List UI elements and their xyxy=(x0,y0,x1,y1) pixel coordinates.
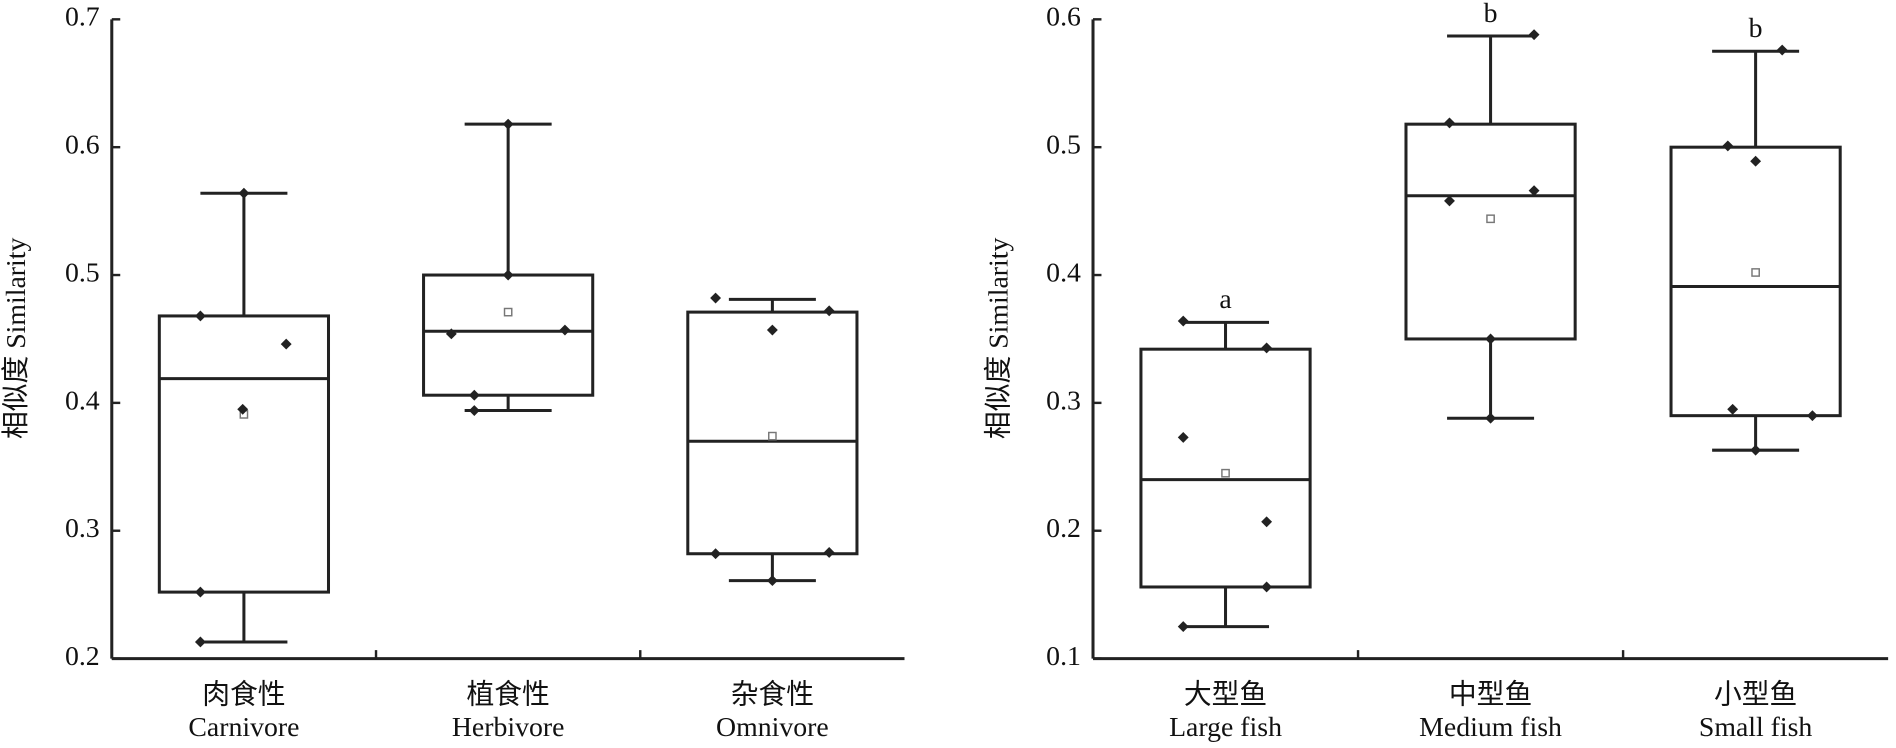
y-tick-label: 0.2 xyxy=(65,641,100,672)
x-tick-label: Omnivore xyxy=(716,712,829,743)
y-tick-label: 0.4 xyxy=(65,385,100,416)
data-point xyxy=(1177,431,1189,443)
data-point xyxy=(468,389,480,401)
data-point xyxy=(1727,403,1739,415)
box xyxy=(1404,122,1577,341)
mean xyxy=(1486,214,1495,224)
x-tick-label: 小型鱼 xyxy=(1714,680,1797,711)
data-point xyxy=(237,403,249,415)
box xyxy=(157,314,331,594)
data-point xyxy=(823,547,835,558)
mean xyxy=(1221,468,1230,478)
data-point xyxy=(194,310,206,322)
data-point xyxy=(559,324,571,336)
data-point xyxy=(445,328,457,340)
data-point xyxy=(1485,412,1497,424)
data-point xyxy=(766,575,778,587)
y-tick-label: 0.5 xyxy=(1046,130,1081,161)
data-point xyxy=(1528,185,1540,197)
data-point xyxy=(710,548,722,560)
x-tick-label: 肉食性 xyxy=(202,680,285,711)
data-point xyxy=(1750,444,1762,456)
y-tick-label: 0.5 xyxy=(65,257,100,288)
data-point xyxy=(1528,29,1540,41)
data-point xyxy=(238,187,250,199)
y-tick-label: 0.1 xyxy=(1046,641,1081,672)
data-point xyxy=(1750,155,1762,167)
y-tick-label: 0.3 xyxy=(1046,385,1081,416)
data-point xyxy=(468,405,480,416)
y-tick-label: 0.7 xyxy=(65,2,100,33)
data-point xyxy=(502,269,514,281)
y-tick-label: 0.6 xyxy=(1046,2,1081,33)
y-axis-label: 相似度 Similarity xyxy=(984,238,1015,440)
data-point xyxy=(1806,410,1818,422)
x-tick-label: Small fish xyxy=(1699,712,1813,743)
x-tick-label: 中型鱼 xyxy=(1449,680,1532,711)
x-tick-label: 杂食性 xyxy=(731,680,814,711)
data-point xyxy=(823,305,835,317)
box xyxy=(686,310,859,556)
y-tick-label: 0.2 xyxy=(1046,513,1081,544)
data-point xyxy=(710,292,722,304)
box xyxy=(1139,347,1312,589)
data-point xyxy=(1485,333,1497,345)
x-tick-label: Herbivore xyxy=(452,712,565,743)
data-point xyxy=(1261,516,1273,528)
mean xyxy=(768,431,777,441)
x-tick-label: Carnivore xyxy=(188,712,299,743)
data-point xyxy=(1261,581,1273,593)
annotation: b xyxy=(1749,13,1763,44)
x-tick-label: 植食性 xyxy=(466,680,549,711)
data-point xyxy=(194,586,206,598)
data-point xyxy=(1261,342,1273,354)
y-axis-label: 相似度 Similarity xyxy=(1,238,32,440)
data-point xyxy=(1776,44,1788,56)
data-point xyxy=(1444,117,1455,129)
data-point xyxy=(1177,315,1189,327)
data-point xyxy=(280,338,292,350)
data-point xyxy=(502,118,514,130)
data-point xyxy=(1722,140,1734,152)
annotation: a xyxy=(1219,284,1231,315)
x-tick-label: 大型鱼 xyxy=(1184,680,1267,711)
data-point xyxy=(766,324,778,336)
mean xyxy=(1751,268,1760,277)
data-point xyxy=(194,636,206,648)
mean xyxy=(503,307,513,317)
annotation: b xyxy=(1484,0,1498,29)
data-point xyxy=(1444,195,1455,207)
y-tick-label: 0.6 xyxy=(65,130,100,161)
data-point xyxy=(1177,621,1189,633)
box xyxy=(1669,145,1842,418)
x-tick-label: Large fish xyxy=(1169,712,1282,743)
y-tick-label: 0.3 xyxy=(65,513,100,544)
y-tick-label: 0.4 xyxy=(1046,257,1081,288)
x-tick-label: Medium fish xyxy=(1419,712,1562,743)
